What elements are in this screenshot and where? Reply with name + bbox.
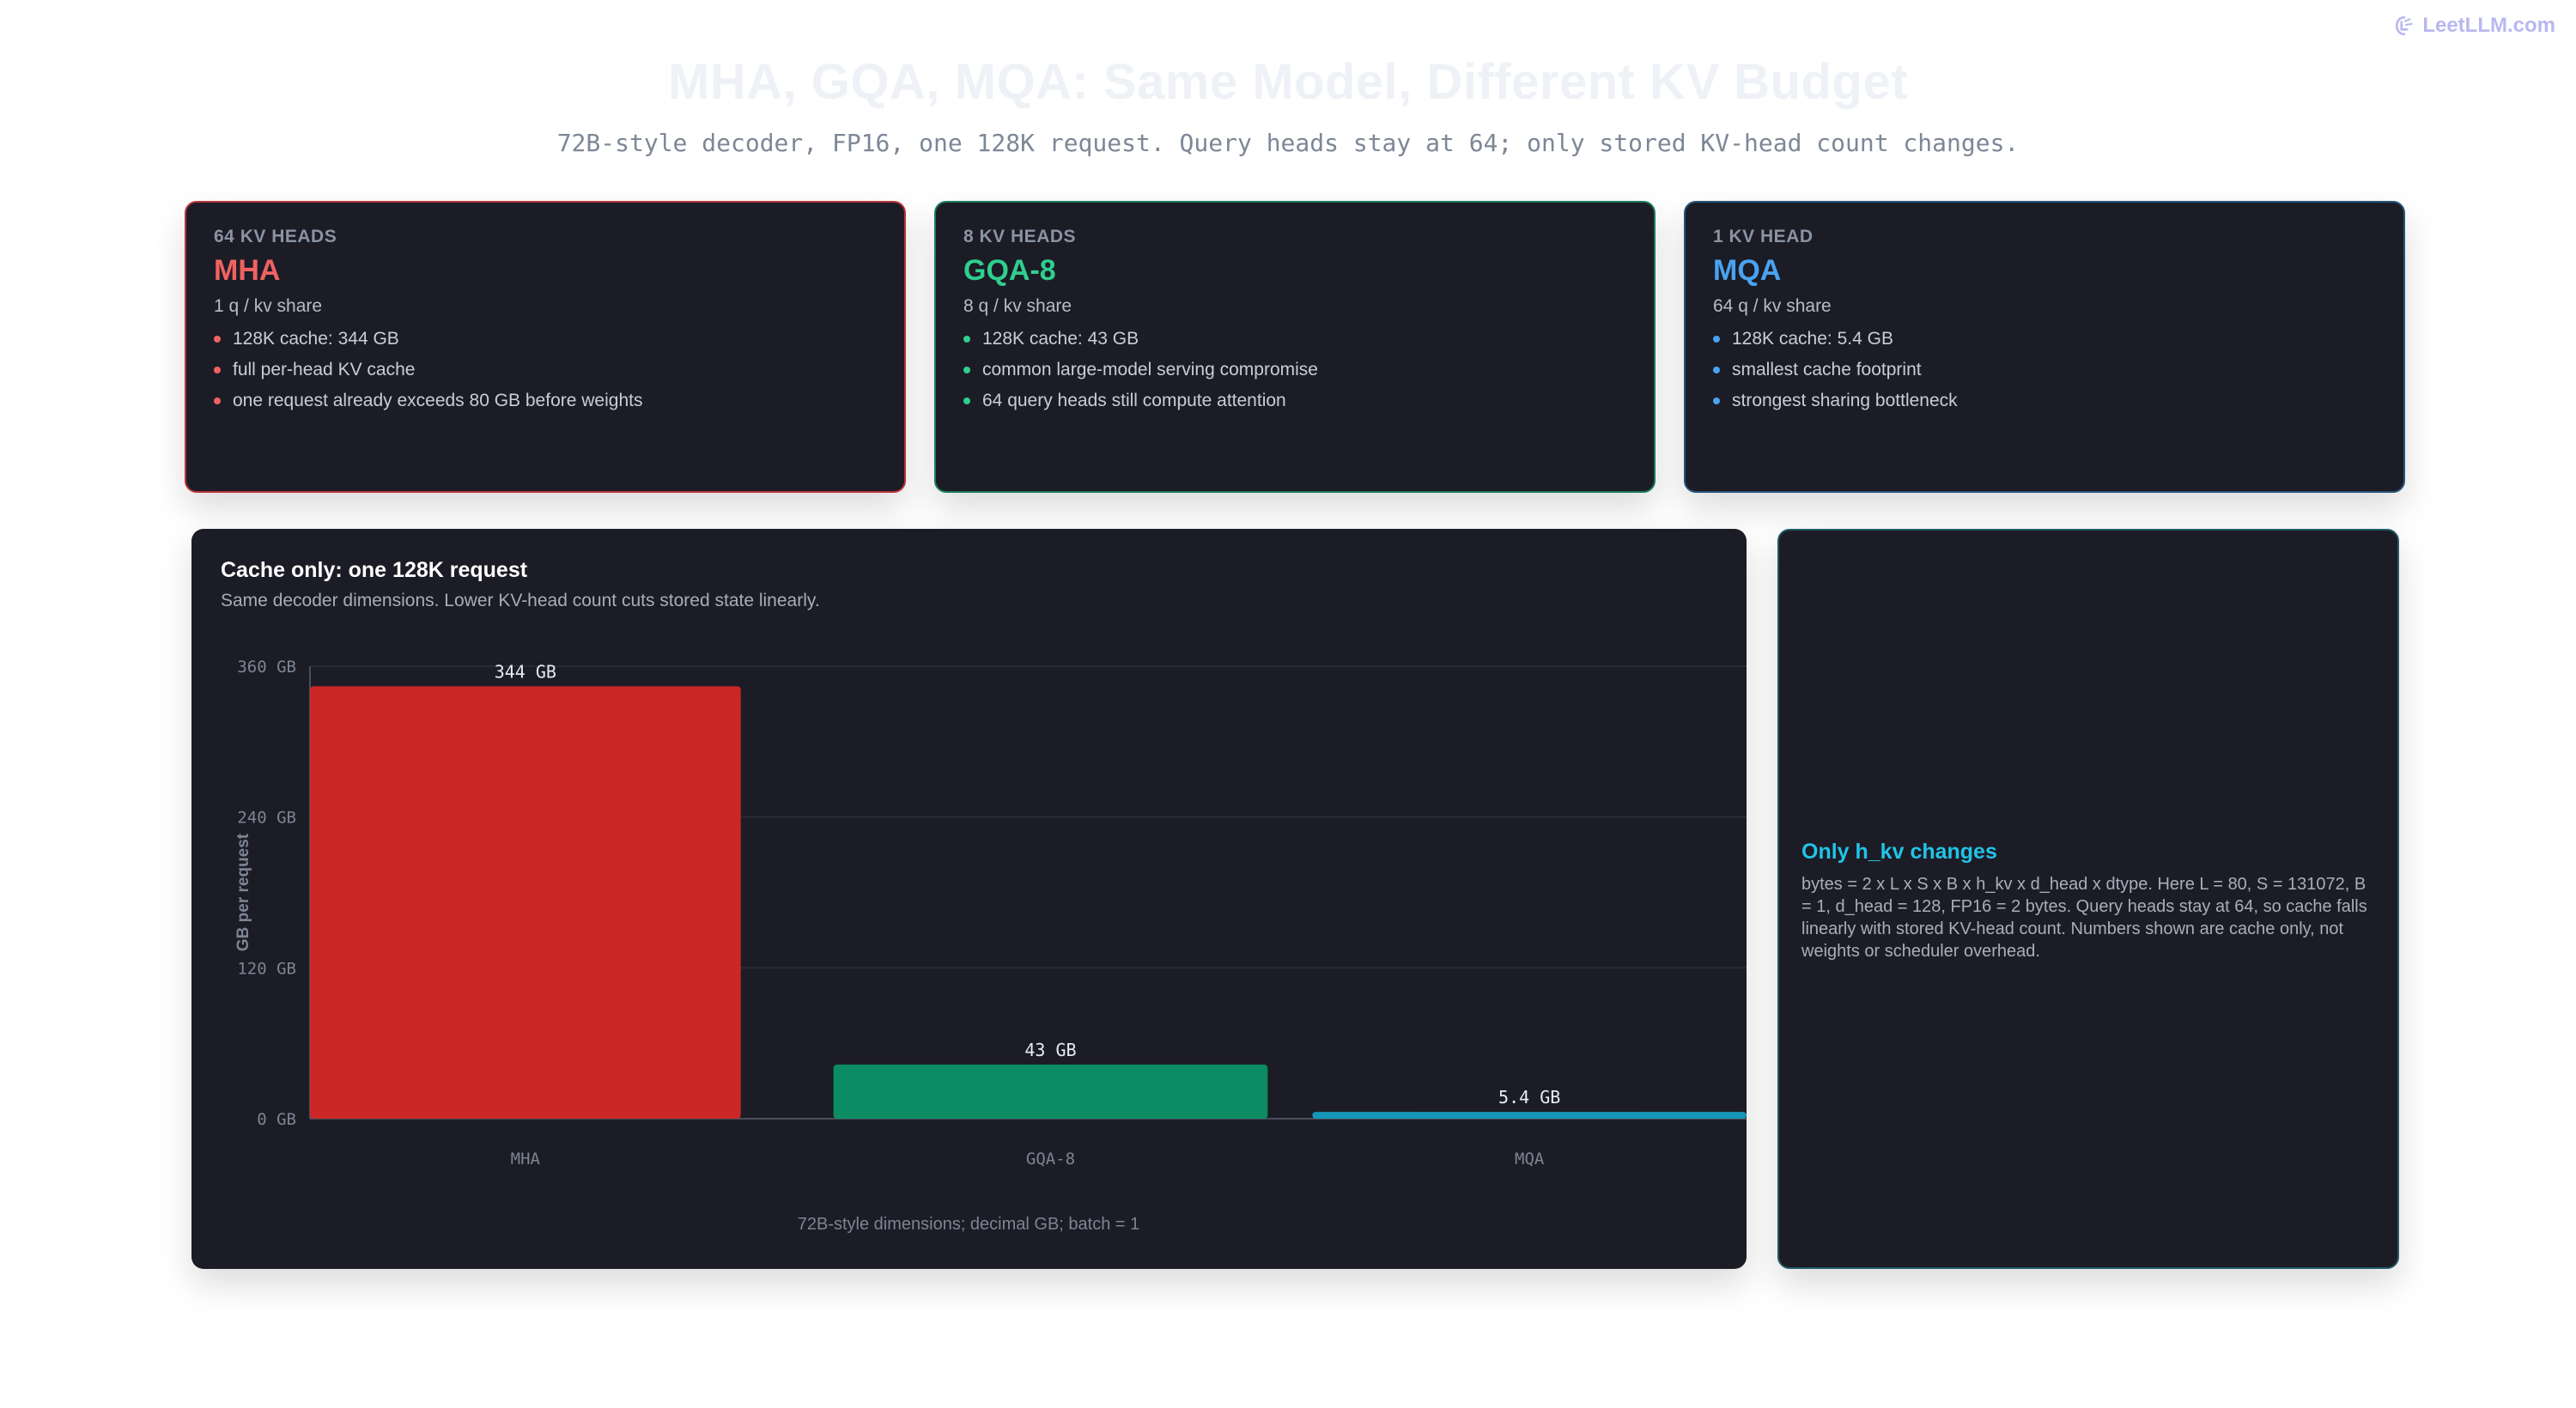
bullet-text: common large-model serving compromise	[982, 360, 1318, 379]
chart-panel: 0 GB 120 GB 240 GB 360 GB GB per request 344 …	[191, 529, 1747, 1269]
bar-mha	[310, 686, 741, 1119]
y-tick-label: 360 GB	[237, 658, 296, 677]
bar-value-label: 344 GB	[495, 661, 556, 682]
bullet-text: 64 query heads still compute attention	[982, 391, 1286, 410]
page-title: MHA, GQA, MQA: Same Model, Different KV …	[667, 54, 1909, 110]
bar-gqa-8	[833, 1065, 1268, 1119]
bar-value-label: 5.4 GB	[1498, 1087, 1560, 1108]
y-tick-label: 120 GB	[237, 959, 296, 978]
y-tick-label: 240 GB	[237, 809, 296, 828]
card-bullet: strongest sharing bottleneck	[1713, 391, 2376, 411]
page-subtitle: 72B-style decoder, FP16, one 128K reques…	[556, 129, 2020, 157]
bullet-dot-icon	[1713, 398, 1720, 404]
bullet-text: 128K cache: 344 GB	[233, 329, 399, 349]
card-bullet: smallest cache footprint	[1713, 360, 2376, 380]
card-share: 1 q / kv share	[214, 296, 323, 316]
card-bullet: 128K cache: 5.4 GB	[1713, 329, 2376, 349]
brand-text: LeetLLM.com	[2422, 14, 2555, 37]
card-bullet: 64 query heads still compute attention	[963, 391, 1626, 411]
brand-logo[interactable]: LeetLLM.com	[2393, 14, 2555, 38]
bullet-dot-icon	[1713, 367, 1720, 373]
bullet-dot-icon	[214, 398, 221, 404]
bullet-dot-icon	[963, 398, 970, 404]
card-name: MHA	[214, 254, 281, 287]
bullet-text: 128K cache: 43 GB	[982, 329, 1139, 349]
bar-value-label: 43 GB	[1024, 1040, 1076, 1060]
card-bullet: full per-head KV cache	[214, 360, 877, 380]
bullet-dot-icon	[214, 336, 221, 343]
chart-description: Same decoder dimensions. Lower KV-head c…	[221, 591, 820, 610]
card-kicker: 8 KV HEADS	[963, 227, 1077, 246]
card-mha: 64 KV HEADS MHA 1 q / kv share 128K cach…	[185, 201, 906, 493]
card-share: 64 q / kv share	[1713, 296, 1832, 316]
bullet-text: one request already exceeds 80 GB before…	[233, 391, 643, 410]
card-bullet: 128K cache: 43 GB	[963, 329, 1626, 349]
bullet-text: smallest cache footprint	[1732, 360, 1922, 379]
card-bullet: one request already exceeds 80 GB before…	[214, 391, 877, 411]
card-gqa: 8 KV HEADS GQA-8 8 q / kv share 128K cac…	[934, 201, 1656, 493]
y-axis-title: GB per request	[234, 833, 252, 951]
x-tick-label: GQA-8	[1026, 1150, 1075, 1168]
chart-footnote: 72B-style dimensions; decimal GB; batch …	[798, 1215, 1140, 1234]
card-name: MQA	[1713, 254, 1782, 287]
bullet-text: full per-head KV cache	[233, 360, 416, 379]
card-mqa: 1 KV HEAD MQA 64 q / kv share 128K cache…	[1684, 201, 2405, 493]
y-tick-label: 0 GB	[257, 1110, 296, 1129]
bullet-text: strongest sharing bottleneck	[1732, 391, 1958, 410]
x-tick-label: MQA	[1515, 1150, 1545, 1168]
note-title: Only h_kv changes	[1801, 840, 1997, 864]
card-share: 8 q / kv share	[963, 296, 1072, 316]
bullet-dot-icon	[963, 336, 970, 343]
card-kicker: 1 KV HEAD	[1713, 227, 1814, 246]
card-name: GQA-8	[963, 254, 1056, 287]
bullet-dot-icon	[963, 367, 970, 373]
bullet-dot-icon	[214, 367, 221, 373]
brand-icon	[2396, 15, 2414, 36]
formula-note-panel: Only h_kv changes bytes = 2 x L x S x B …	[1777, 529, 2399, 1269]
card-bullet: 128K cache: 344 GB	[214, 329, 877, 349]
note-body: bytes = 2 x L x S x B x h_kv x d_head x …	[1801, 875, 2367, 961]
card-kicker: 64 KV HEADS	[214, 227, 337, 246]
x-tick-label: MHA	[511, 1150, 541, 1168]
bullet-dot-icon	[1713, 336, 1720, 343]
bar-chart: 0 GB 120 GB 240 GB 360 GB GB per request 344 …	[234, 658, 1747, 1234]
chart-title: Cache only: one 128K request	[221, 558, 528, 582]
bullet-text: 128K cache: 5.4 GB	[1732, 329, 1893, 349]
card-bullet: common large-model serving compromise	[963, 360, 1626, 380]
bar-mqa	[1312, 1112, 1747, 1119]
